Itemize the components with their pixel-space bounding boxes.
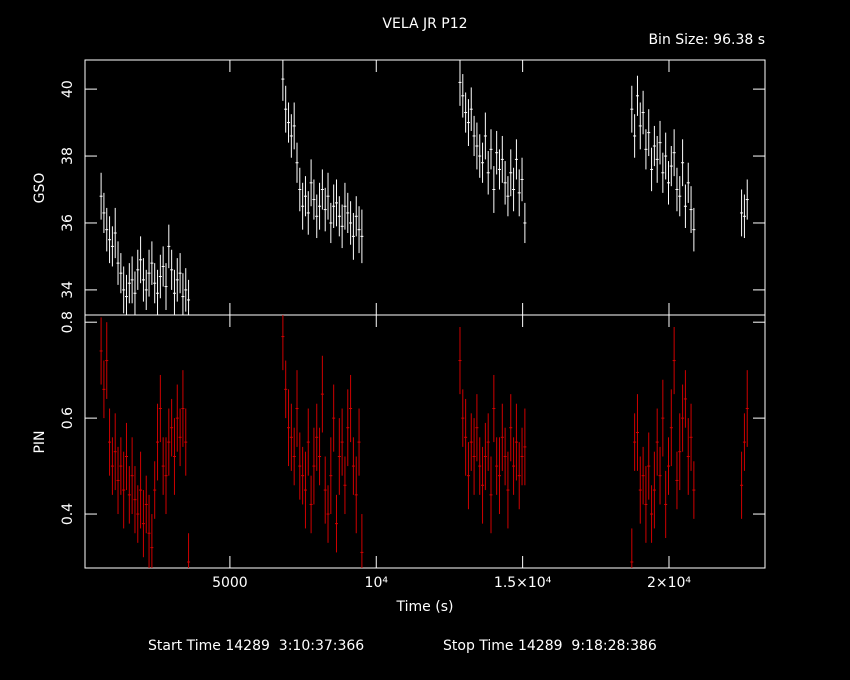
y-axis-label: GSO	[32, 173, 48, 204]
bin-size: Bin Size: 96.38 s	[648, 32, 765, 48]
y-tick-label: 0.4	[60, 503, 76, 525]
x-tick-label: 2×10⁴	[647, 575, 691, 591]
x-tick-label: 1.5×10⁴	[494, 575, 552, 591]
y-tick-label: 0.6	[60, 407, 76, 429]
y-tick-label: 0.8	[60, 311, 76, 333]
start-time: Start Time 14289 3:10:37:366	[148, 638, 364, 654]
series	[99, 60, 749, 315]
y-tick-label: 34	[60, 281, 76, 299]
stop-time: Stop Time 14289 9:18:28:386	[443, 638, 657, 654]
series	[99, 315, 749, 568]
y-tick-label: 38	[60, 147, 76, 165]
panel-frame	[84, 314, 766, 569]
chart-title: VELA JR P12	[382, 16, 467, 32]
x-axis-label: Time (s)	[396, 599, 454, 615]
x-tick-label: 5000	[212, 575, 248, 591]
y-tick-label: 40	[60, 80, 76, 98]
y-tick-label: 36	[60, 214, 76, 232]
y-axis-label: PIN	[32, 430, 48, 453]
x-tick-label: 10⁴	[365, 575, 389, 591]
